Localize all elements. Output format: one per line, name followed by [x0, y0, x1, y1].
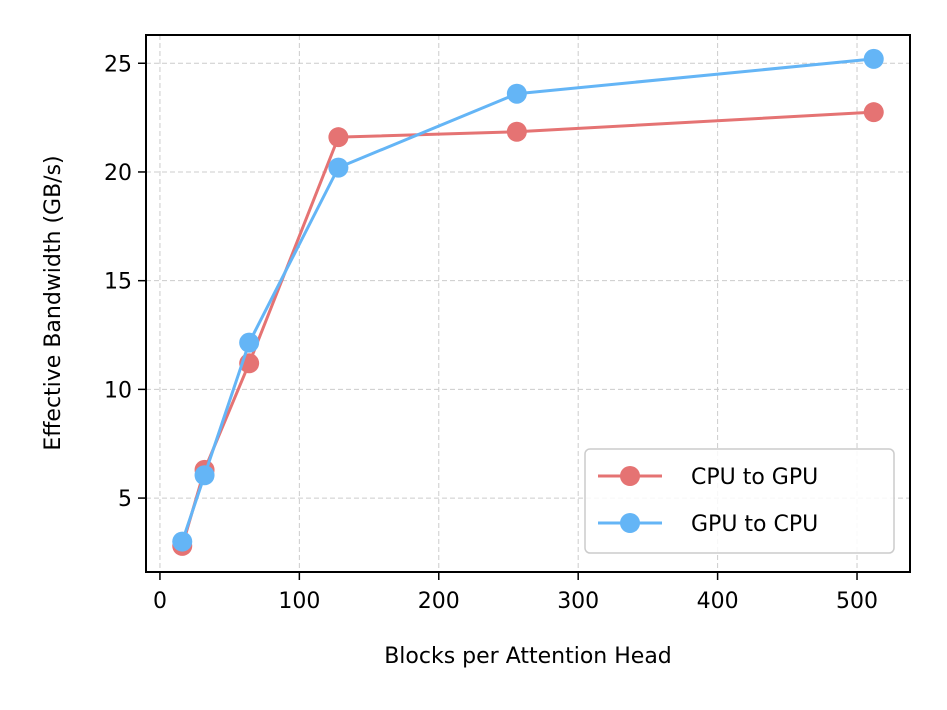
legend-label-gpu-to-cpu: GPU to CPU: [691, 512, 818, 537]
y-axis-label: Effective Bandwidth (GB/s): [41, 155, 66, 450]
series-gpu-to-cpu: [172, 48, 884, 552]
x-tick-label: 500: [836, 589, 878, 614]
legend-label-cpu-to-gpu: CPU to GPU: [691, 465, 818, 490]
y-tick-label: 20: [104, 161, 132, 186]
x-tick-label: 200: [418, 589, 460, 614]
data-point-gpu-to-cpu: [194, 465, 215, 486]
data-point-gpu-to-cpu: [506, 83, 527, 104]
data-point-cpu-to-gpu: [506, 121, 527, 142]
y-tick-label: 10: [104, 378, 132, 403]
x-axis-label: Blocks per Attention Head: [384, 644, 672, 669]
data-point-gpu-to-cpu: [863, 48, 884, 69]
series-line-gpu-to-cpu: [180, 57, 874, 543]
plot-frame: [145, 34, 911, 573]
y-tick-label: 15: [104, 270, 132, 295]
x-tick-label: 400: [697, 589, 739, 614]
axis-ticks: 0 100 200 300 400 500 5 10 15 20 25: [104, 52, 878, 614]
legend: CPU to GPU GPU to CPU: [584, 448, 895, 554]
legend-swatch-gpu-to-cpu-marker: [620, 513, 640, 533]
x-tick-label: 0: [153, 589, 167, 614]
legend-frame: [584, 448, 895, 554]
legend-swatch-cpu-to-gpu-marker: [620, 466, 640, 486]
y-tick-label: 25: [104, 52, 132, 77]
data-point-gpu-to-cpu: [239, 332, 260, 353]
x-tick-label: 100: [278, 589, 320, 614]
plot-series: [172, 48, 884, 556]
data-point-gpu-to-cpu: [328, 157, 349, 178]
data-point-gpu-to-cpu: [172, 531, 193, 552]
data-point-cpu-to-gpu: [863, 102, 884, 123]
x-tick-label: 300: [557, 589, 599, 614]
y-tick-label: 5: [118, 487, 132, 512]
data-point-cpu-to-gpu: [328, 127, 349, 148]
